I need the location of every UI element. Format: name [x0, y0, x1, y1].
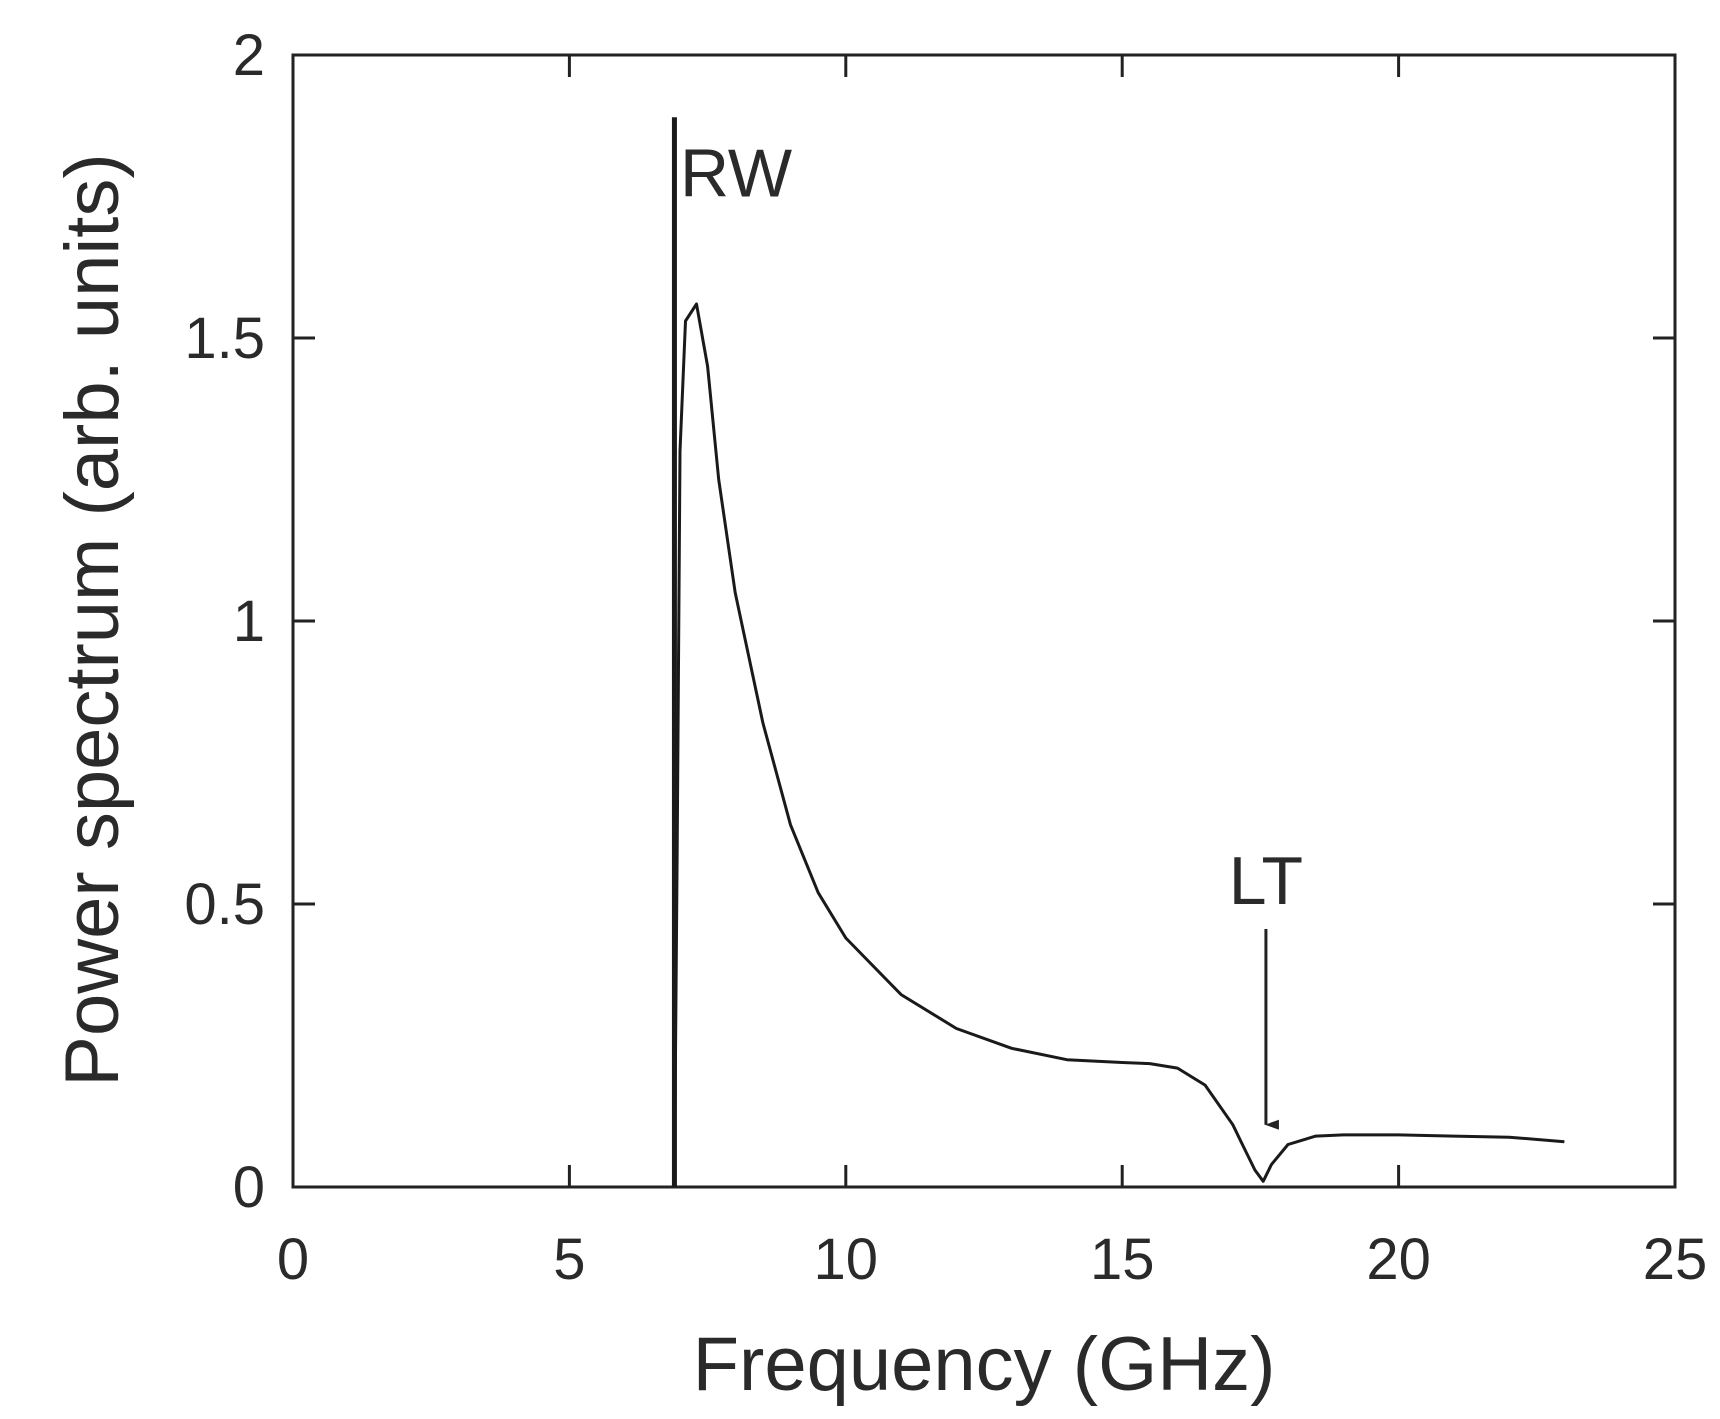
annotation-lt-label: LT — [1229, 843, 1303, 919]
y-tick-label: 0.5 — [184, 872, 265, 937]
x-ticks: 0 5 10 15 20 25 — [277, 55, 1707, 1292]
x-tick-label: 20 — [1366, 1227, 1431, 1292]
y-ticks: 0 0.5 1 1.5 2 — [184, 23, 1675, 1220]
x-tick-label: 10 — [814, 1227, 879, 1292]
y-tick-label: 1 — [233, 589, 265, 654]
x-tick-label: 25 — [1643, 1227, 1708, 1292]
spectrum-curve — [672, 302, 1565, 1188]
y-tick-label: 1.5 — [184, 306, 265, 371]
y-axis-title: Power spectrum (arb. units) — [50, 153, 135, 1086]
y-tick-label: 0 — [233, 1155, 265, 1220]
plot-frame — [291, 53, 1677, 1189]
x-tick-label: 0 — [277, 1227, 309, 1292]
annotation-rw-label: RW — [680, 136, 792, 212]
x-tick-label: 15 — [1090, 1227, 1155, 1292]
y-tick-label: 2 — [233, 23, 265, 88]
series-layer — [671, 117, 1565, 1188]
annotations: RW LT — [680, 136, 1303, 1130]
x-tick-label: 5 — [553, 1227, 585, 1292]
x-axis-title: Frequency (GHz) — [693, 1322, 1276, 1407]
